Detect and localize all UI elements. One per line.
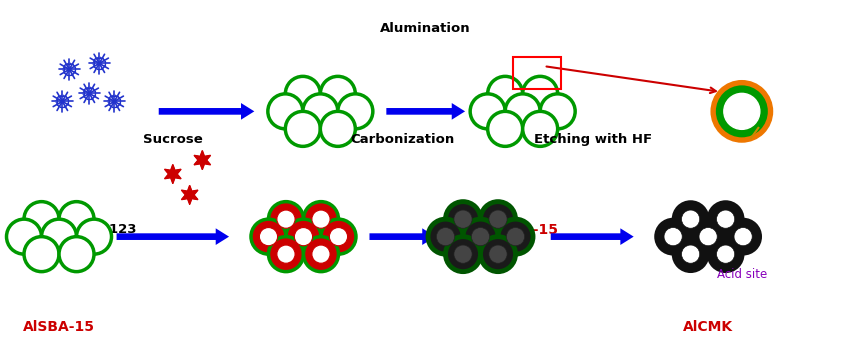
Text: SBA-15: SBA-15 [292, 223, 349, 237]
Polygon shape [194, 151, 211, 169]
Circle shape [303, 237, 339, 272]
Circle shape [673, 237, 708, 272]
Text: AlSBA-15: AlSBA-15 [486, 223, 559, 237]
Circle shape [24, 201, 59, 237]
Circle shape [312, 245, 330, 263]
Circle shape [59, 201, 94, 237]
Bar [513, 57, 561, 89]
Circle shape [523, 111, 558, 147]
Circle shape [330, 228, 347, 246]
Text: Carbonization: Carbonization [351, 133, 455, 146]
Circle shape [507, 228, 524, 246]
Circle shape [41, 219, 77, 254]
Circle shape [454, 245, 472, 263]
Polygon shape [164, 165, 181, 183]
Circle shape [489, 245, 507, 263]
Circle shape [708, 201, 744, 237]
Circle shape [664, 228, 682, 246]
Text: Alumination: Alumination [380, 22, 471, 35]
Circle shape [312, 210, 330, 228]
Circle shape [681, 210, 700, 228]
Circle shape [286, 219, 321, 254]
Circle shape [708, 237, 744, 272]
Circle shape [487, 111, 523, 147]
Circle shape [268, 94, 303, 129]
Circle shape [445, 201, 481, 237]
Circle shape [726, 219, 760, 254]
Text: Acid site: Acid site [717, 268, 767, 281]
Circle shape [489, 210, 507, 228]
Circle shape [59, 237, 94, 272]
Circle shape [7, 219, 41, 254]
Circle shape [251, 219, 286, 254]
Circle shape [470, 94, 505, 129]
Text: Sucrose: Sucrose [143, 133, 202, 146]
Circle shape [277, 245, 295, 263]
Circle shape [260, 228, 277, 246]
Circle shape [24, 237, 59, 272]
Circle shape [487, 76, 523, 111]
Text: Etching with HF: Etching with HF [534, 133, 652, 146]
Circle shape [505, 94, 540, 129]
Text: AlCMK: AlCMK [683, 320, 733, 334]
Circle shape [268, 201, 303, 237]
Circle shape [690, 219, 726, 254]
Circle shape [717, 210, 735, 228]
Circle shape [481, 237, 516, 272]
Circle shape [498, 219, 533, 254]
Circle shape [699, 228, 717, 246]
Circle shape [303, 94, 338, 129]
Circle shape [540, 94, 575, 129]
Circle shape [445, 237, 481, 272]
Circle shape [428, 219, 463, 254]
Circle shape [463, 219, 498, 254]
Circle shape [673, 201, 708, 237]
Circle shape [321, 219, 356, 254]
Circle shape [285, 111, 320, 147]
Text: AlSBA-15: AlSBA-15 [23, 320, 95, 334]
Circle shape [285, 76, 320, 111]
Circle shape [338, 94, 373, 129]
Circle shape [717, 87, 766, 136]
Circle shape [481, 201, 516, 237]
Circle shape [724, 93, 760, 129]
Circle shape [437, 228, 454, 246]
Circle shape [717, 245, 735, 263]
Circle shape [471, 228, 490, 246]
Circle shape [711, 81, 772, 141]
Circle shape [320, 111, 356, 147]
Circle shape [277, 210, 295, 228]
Circle shape [734, 228, 752, 246]
Circle shape [523, 76, 558, 111]
Circle shape [320, 76, 356, 111]
Circle shape [268, 237, 303, 272]
Circle shape [656, 219, 690, 254]
Circle shape [681, 245, 700, 263]
Text: Pluronic P123: Pluronic P123 [33, 223, 136, 236]
Circle shape [454, 210, 472, 228]
Circle shape [303, 201, 339, 237]
Circle shape [294, 228, 313, 246]
Polygon shape [181, 185, 198, 204]
Circle shape [77, 219, 111, 254]
